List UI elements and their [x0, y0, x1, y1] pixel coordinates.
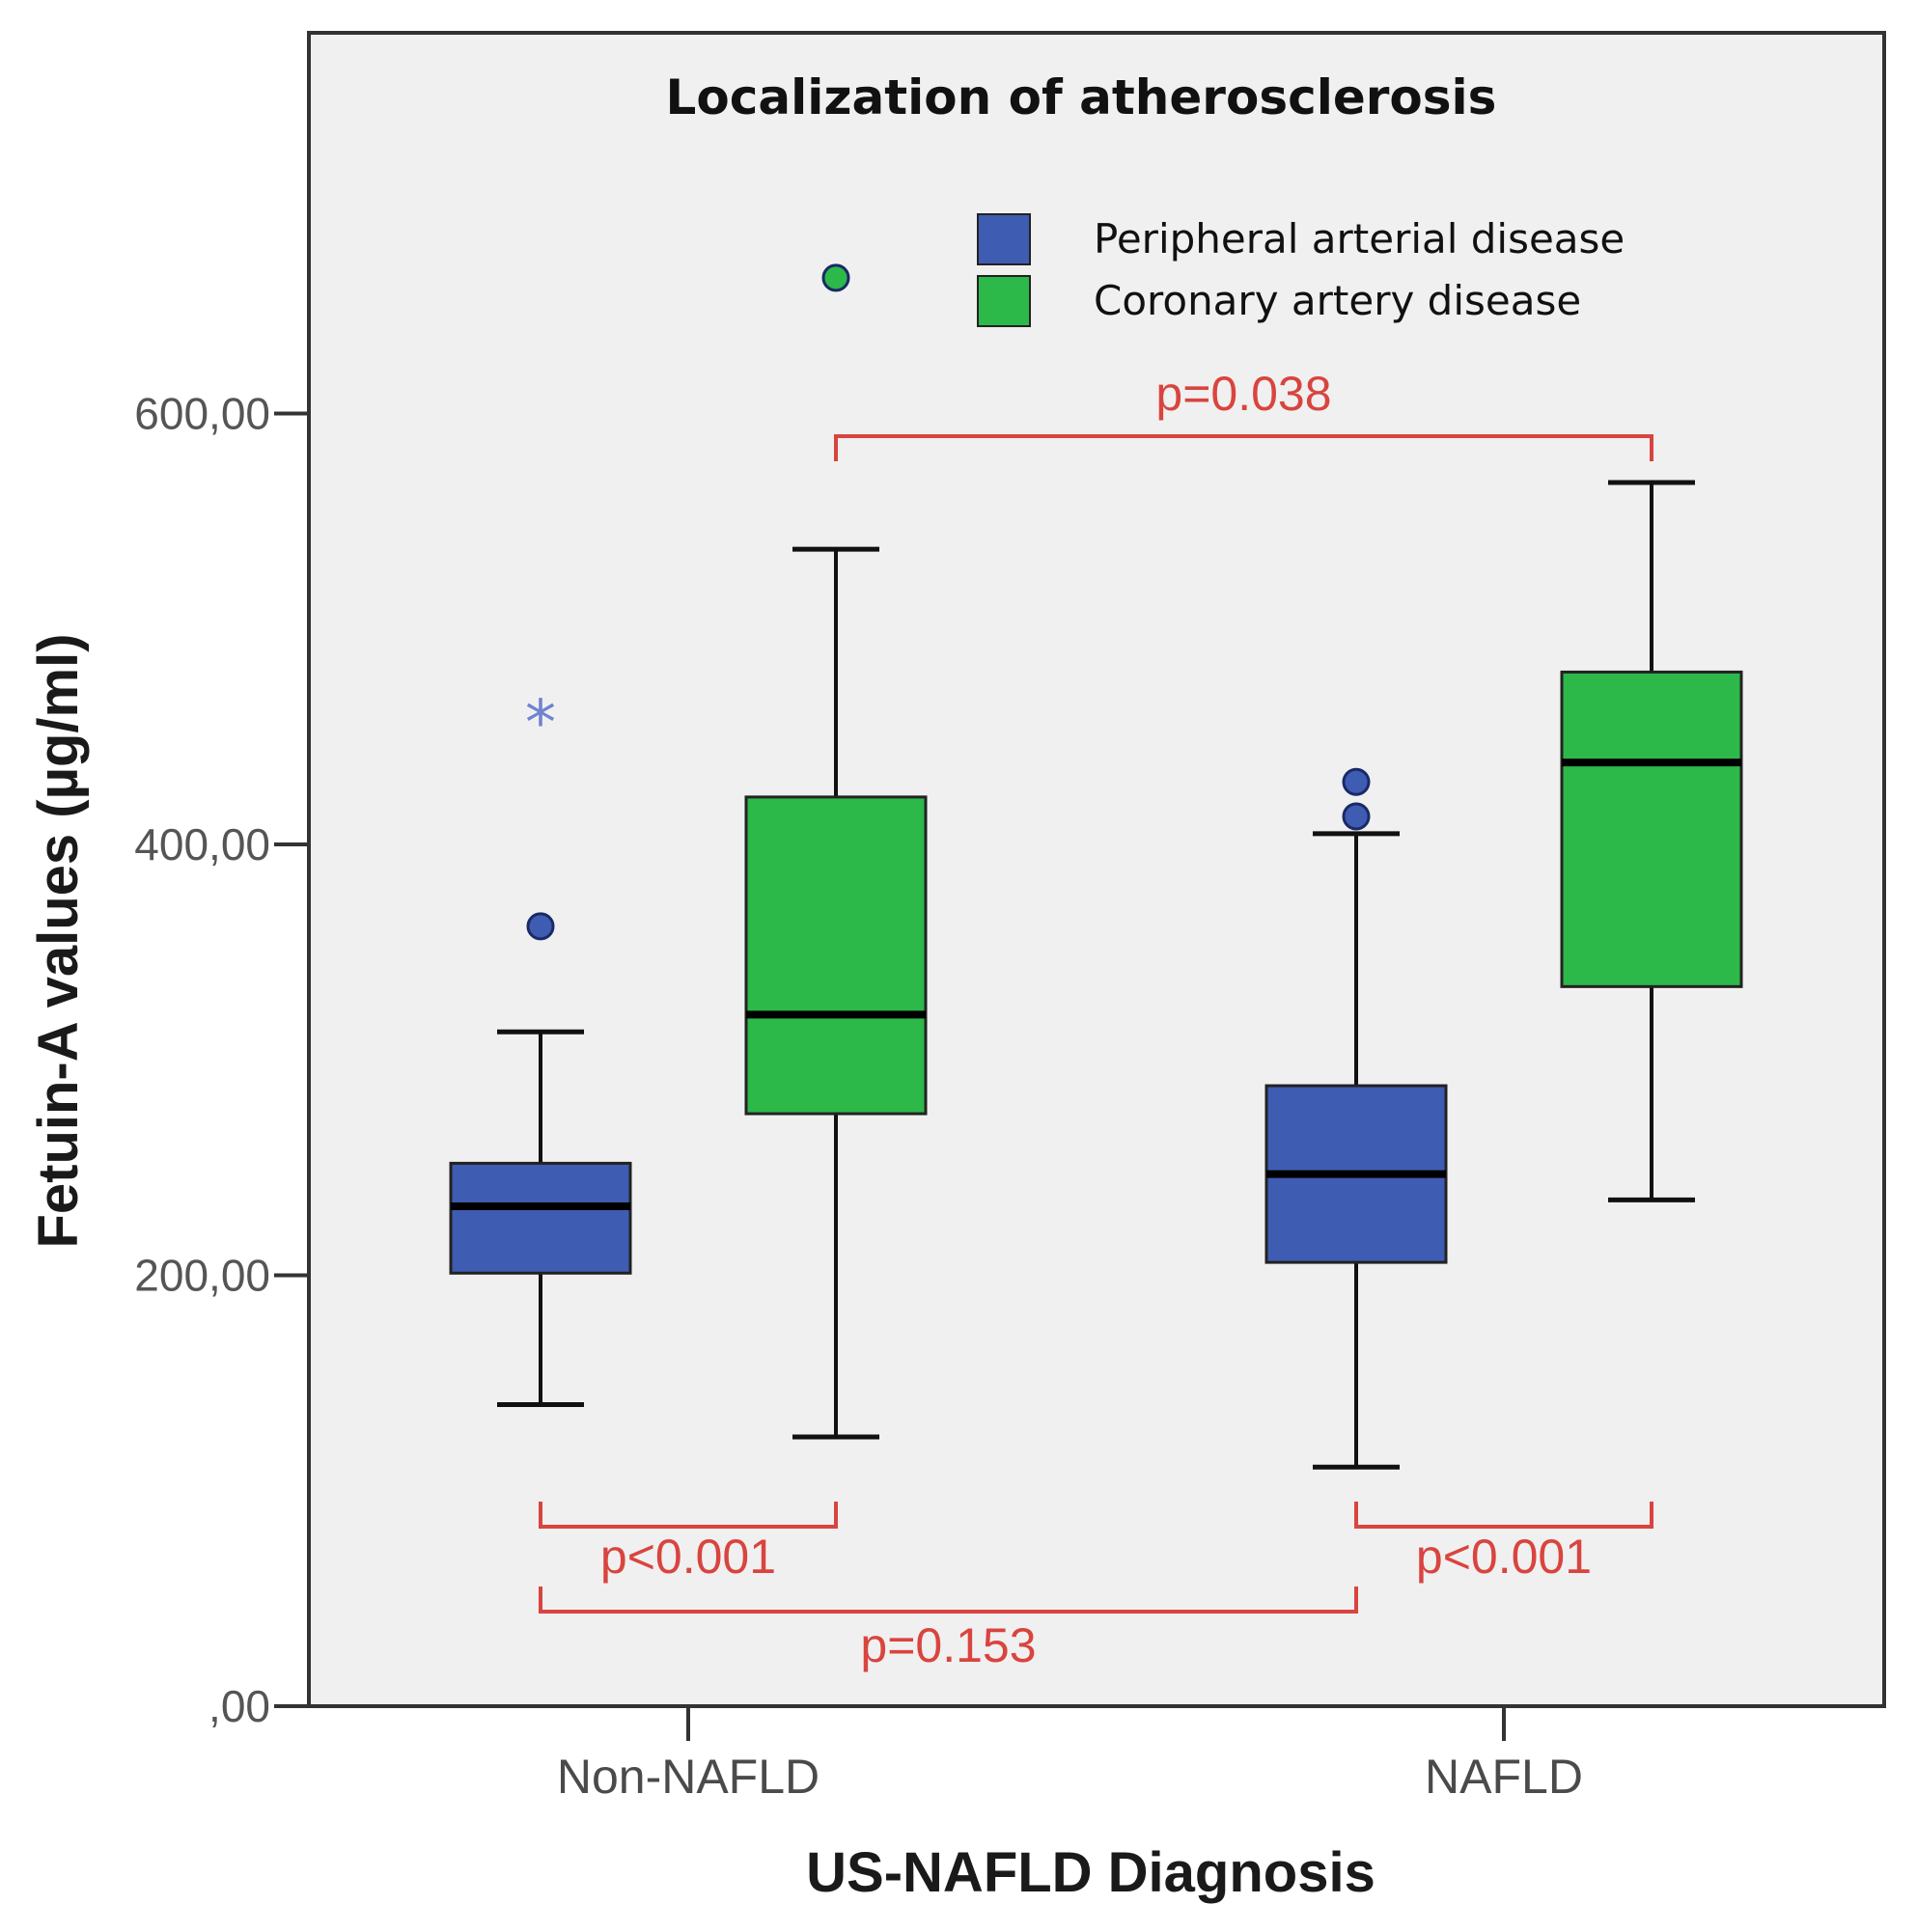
y-tick-label: ,00 [208, 1681, 270, 1731]
comparison-bracket: p=0.038 [834, 367, 1653, 461]
iqr-box [744, 795, 928, 1116]
box-cad-non-nafld [744, 263, 928, 1440]
chart-title: Localization of atherosclerosis [666, 69, 1497, 125]
axis-ticks: ,00 200,00 400,00 600,00 Non-NAFLD NAFLD [134, 389, 1583, 1805]
legend-label: Peripheral arterial disease [1094, 215, 1625, 262]
bracket-line [1354, 1502, 1653, 1529]
box-series: * [449, 263, 1743, 1470]
box-pad-nafld [1264, 767, 1448, 1470]
bracket-line [539, 1587, 1358, 1614]
y-axis-title: Fetuin-A values (µg/ml) [27, 633, 90, 1248]
y-tick-label: 600,00 [134, 389, 270, 439]
legend-swatch [977, 213, 1031, 265]
legend: Peripheral arterial disease Coronary arte… [977, 213, 1625, 327]
legend-label: Coronary artery disease [1094, 277, 1581, 324]
outlier-point [1342, 802, 1371, 831]
p-value-label: p<0.001 [1416, 1530, 1592, 1584]
outlier-point [821, 263, 850, 292]
iqr-box [449, 1161, 632, 1275]
p-value-label: p=0.153 [860, 1618, 1036, 1672]
outlier-point [526, 912, 555, 941]
comparison-bracket: p<0.001 [1354, 1502, 1653, 1584]
p-value-label: p=0.038 [1155, 367, 1331, 421]
comparison-bracket: p=0.153 [539, 1587, 1358, 1672]
outlier-point [1342, 767, 1371, 796]
x-axis-title: US-NAFLD Diagnosis [806, 1841, 1375, 1904]
bracket-line [539, 1502, 838, 1529]
iqr-box [1560, 670, 1743, 988]
box-pad-non-nafld: * [449, 688, 632, 1407]
y-tick-label: 400,00 [134, 819, 270, 869]
comparison-bracket: p<0.001 [539, 1502, 838, 1584]
significance-brackets: p=0.038 p<0.001 p<0.001 p=0.153 [539, 367, 1653, 1672]
p-value-label: p<0.001 [600, 1530, 776, 1584]
box-cad-nafld [1560, 480, 1743, 1202]
extreme-outlier-star: * [525, 688, 556, 759]
bracket-line [834, 434, 1653, 461]
legend-swatch [977, 275, 1031, 327]
x-tick-label: NAFLD [1425, 1750, 1583, 1804]
y-tick-label: 200,00 [134, 1251, 270, 1301]
x-tick-label: Non-NAFLD [557, 1750, 820, 1804]
